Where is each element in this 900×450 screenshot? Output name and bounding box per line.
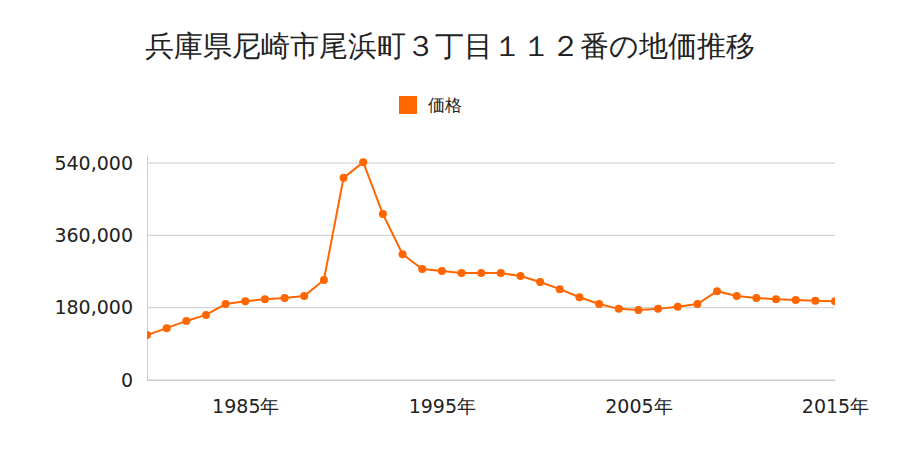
legend-swatch <box>399 96 417 114</box>
marker <box>772 295 780 303</box>
marker <box>340 174 348 182</box>
y-tick: 360,000 <box>54 224 147 246</box>
x-axis-line <box>148 380 836 381</box>
legend: 価格 <box>399 95 462 115</box>
y-axis-line <box>147 155 148 380</box>
marker <box>752 294 760 302</box>
grid-line <box>147 307 835 308</box>
marker <box>320 276 328 284</box>
grid-line <box>147 380 835 381</box>
x-tick: 2015年 <box>802 380 869 417</box>
y-tick-label: 180,000 <box>54 296 133 318</box>
x-tick-label: 1985年 <box>212 395 279 417</box>
y-tick: 0 <box>121 369 147 391</box>
y-tick-label: 360,000 <box>54 224 133 246</box>
marker <box>182 317 190 325</box>
x-tick-label: 2005年 <box>605 395 672 417</box>
marker <box>556 285 564 293</box>
title: 兵庫県尼崎市尾浜町３丁目１１２番の地価推移 <box>145 29 755 63</box>
marker <box>634 306 642 314</box>
marker <box>202 311 210 319</box>
y-tick: 180,000 <box>54 296 147 318</box>
marker <box>241 297 249 305</box>
grid-line <box>147 235 835 236</box>
marker <box>281 294 289 302</box>
marker <box>536 278 544 286</box>
marker <box>654 305 662 313</box>
markers <box>147 158 835 339</box>
marker <box>792 296 800 304</box>
grid <box>147 163 835 380</box>
plot-area <box>147 158 835 339</box>
marker <box>379 210 387 218</box>
marker <box>811 297 819 305</box>
legend-label: 価格 <box>428 95 462 115</box>
x-tick: 1985年 <box>212 380 279 417</box>
x-tick: 1995年 <box>409 380 476 417</box>
marker <box>595 300 603 308</box>
x-tick-label: 1995年 <box>409 395 476 417</box>
marker <box>399 250 407 258</box>
chart: 兵庫県尼崎市尾浜町３丁目１１２番の地価推移 0 180,000 360,000 540,… <box>0 0 900 450</box>
marker <box>359 158 367 166</box>
marker <box>733 292 741 300</box>
marker <box>438 267 446 275</box>
grid-line <box>147 163 835 164</box>
marker <box>674 303 682 311</box>
marker <box>615 305 623 313</box>
y-axis: 0 180,000 360,000 540,000 <box>54 152 147 391</box>
marker <box>831 297 835 305</box>
marker <box>477 269 485 277</box>
line <box>147 162 835 335</box>
x-tick-label: 2015年 <box>802 395 869 417</box>
marker <box>516 272 524 280</box>
marker <box>163 324 171 332</box>
y-tick-label: 540,000 <box>54 152 133 174</box>
marker <box>147 331 151 339</box>
marker <box>222 300 230 308</box>
x-tick: 2005年 <box>605 380 672 417</box>
marker <box>497 269 505 277</box>
marker <box>458 269 466 277</box>
marker <box>300 292 308 300</box>
marker <box>418 265 426 273</box>
marker <box>261 295 269 303</box>
marker <box>575 293 583 301</box>
y-tick-label: 0 <box>121 369 133 391</box>
x-axis: 1985年 1995年 2005年 2015年 <box>148 380 870 417</box>
marker <box>693 300 701 308</box>
y-tick: 540,000 <box>54 152 147 174</box>
marker <box>713 287 721 295</box>
